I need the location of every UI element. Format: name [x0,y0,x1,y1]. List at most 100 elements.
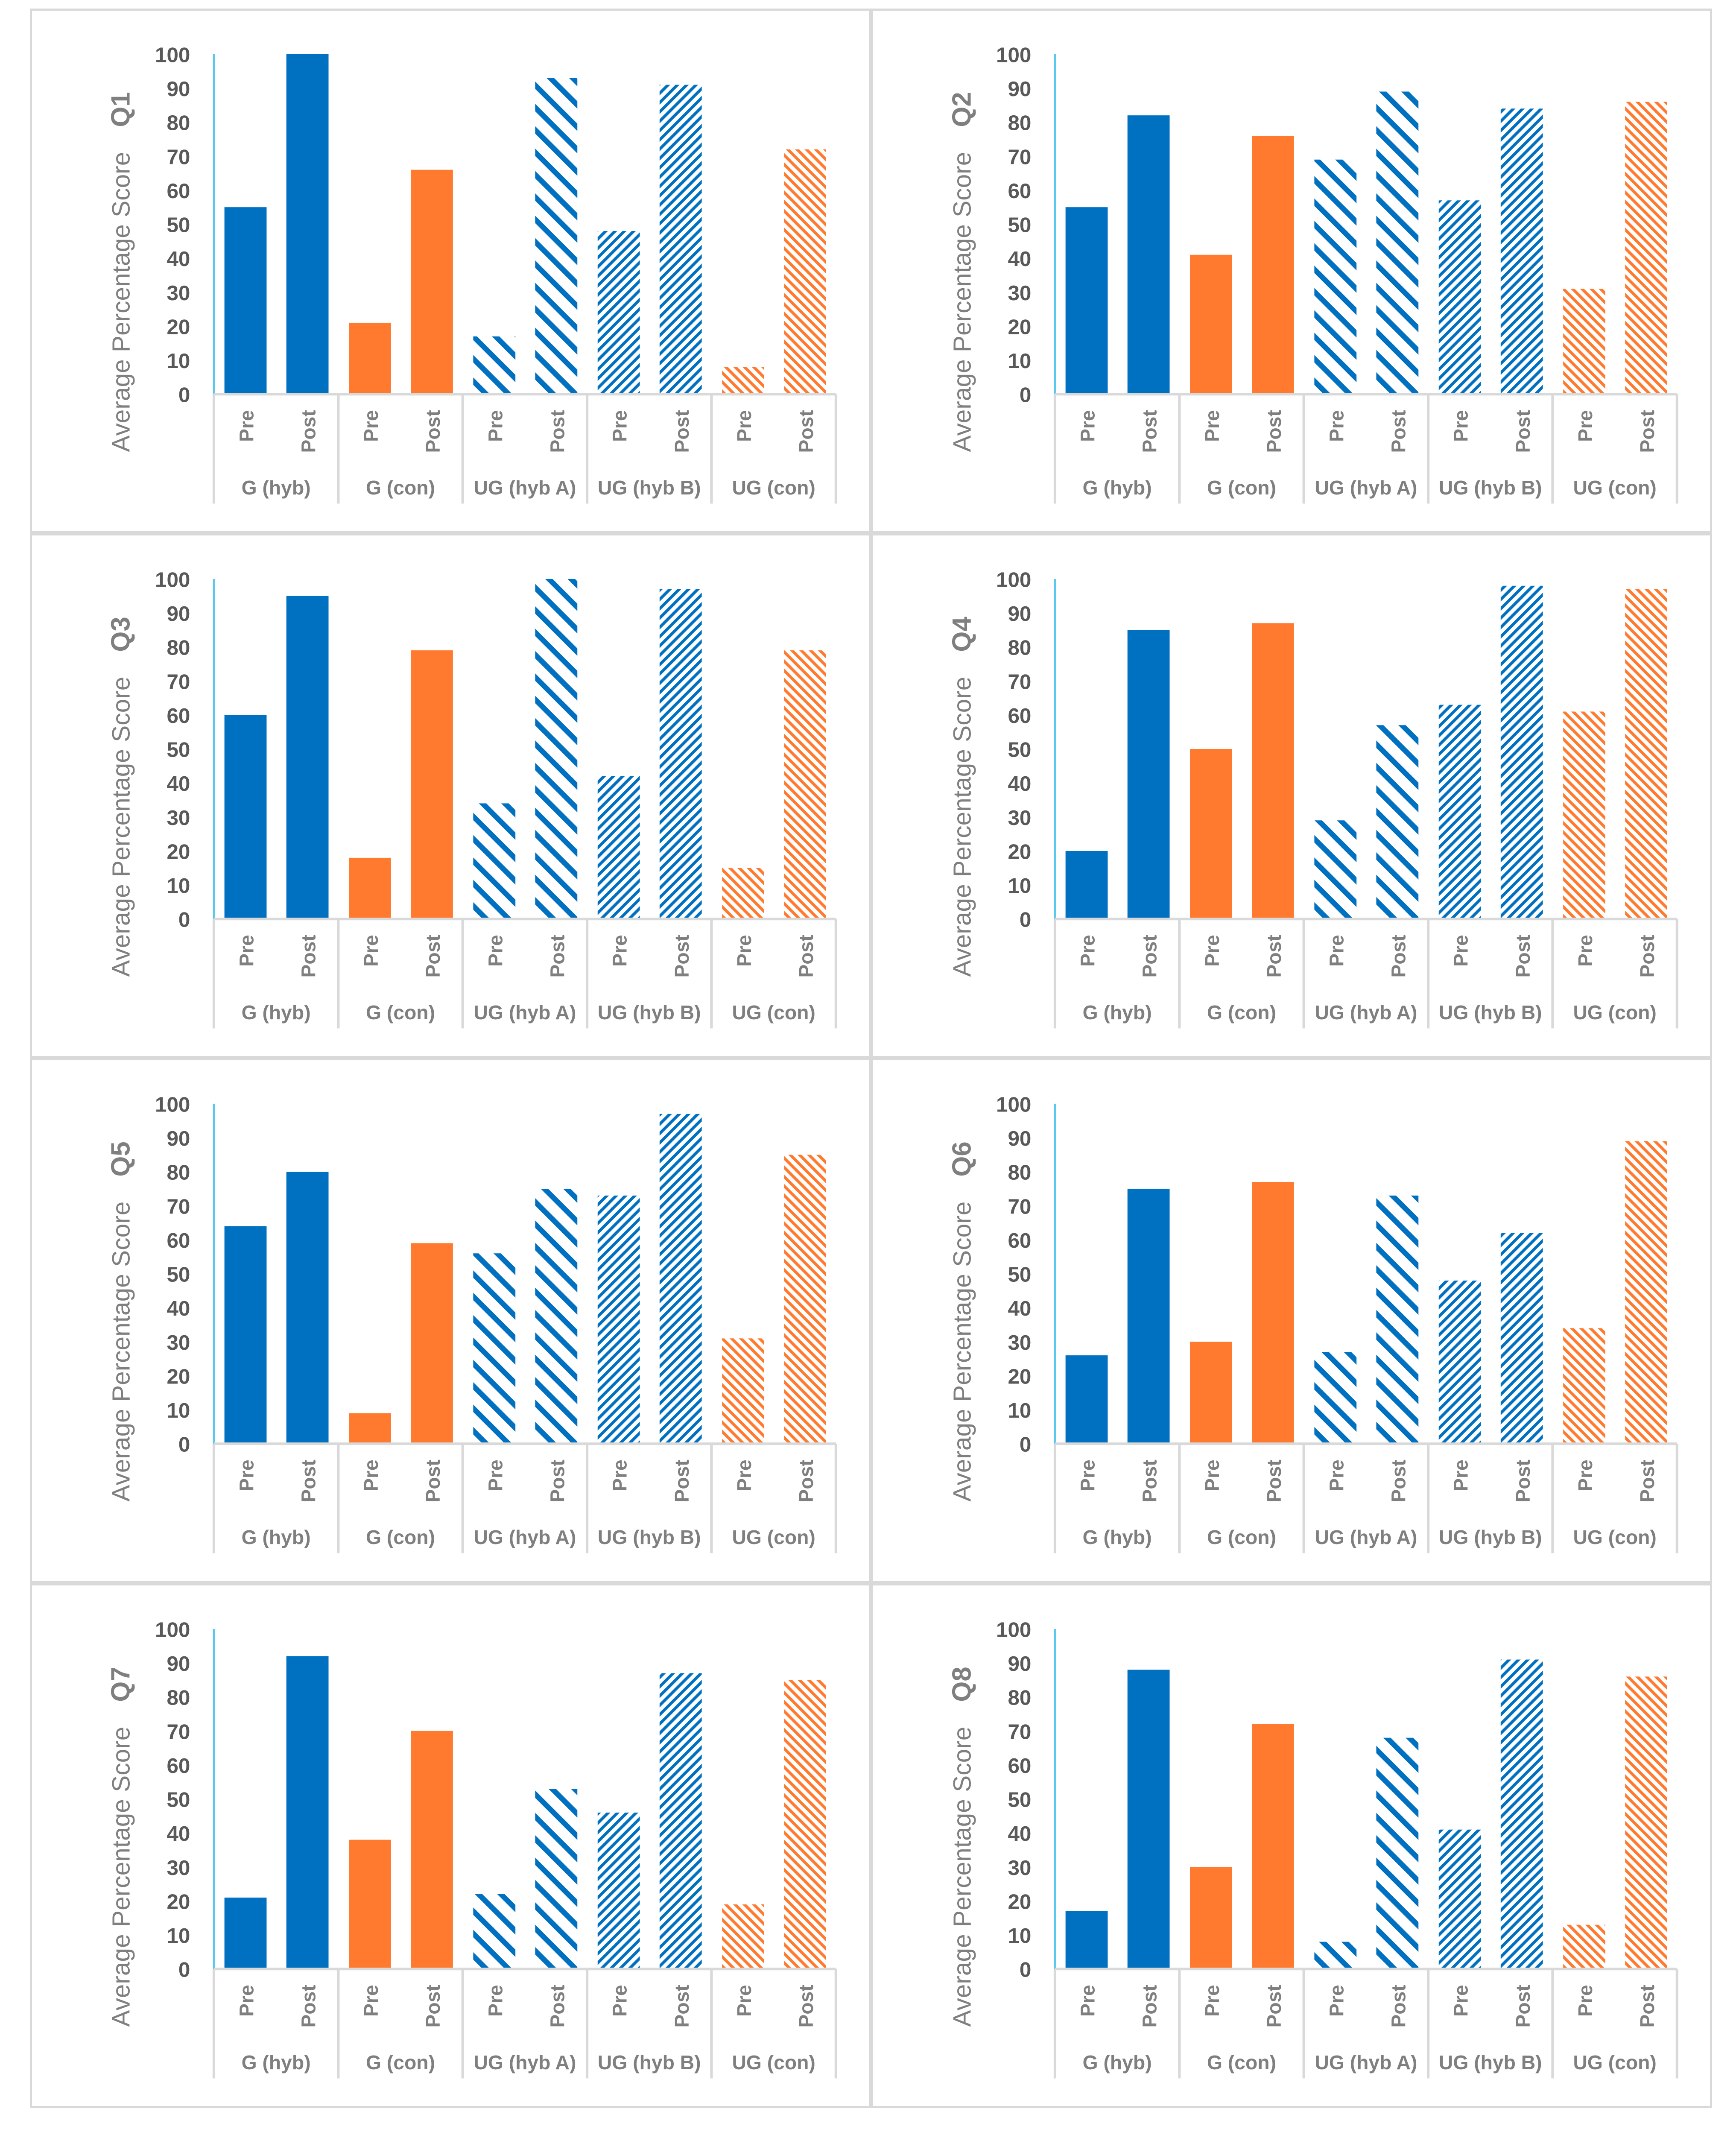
y-tick-label: 0 [1020,1958,1031,1981]
y-tick-label: 100 [996,43,1031,67]
x-category-label: Post [671,935,693,977]
y-tick-label: 10 [1008,349,1031,373]
x-category-label: Post [1636,1985,1658,2027]
bar-ug-hyb-a-pre [473,803,516,919]
x-category-label: Pre [1201,410,1223,442]
x-category-label: Pre [360,1985,382,2017]
y-tick-label: 70 [167,670,190,693]
bar-g-hyb-post [1127,1189,1170,1444]
x-category-label: Post [1263,935,1285,977]
chart-panel-q8: 0 10 20 30 40 50 60 70 80 90 100 Average Percentage… [871,1583,1712,2108]
y-tick-label: 20 [1008,315,1031,339]
y-tick-label: 70 [167,1720,190,1743]
y-tick-label: 0 [1020,908,1031,932]
x-category-label: Pre [609,410,631,442]
x-category-label: Pre [733,1460,755,1492]
x-category-label: Pre [360,935,382,967]
y-tick-label: 30 [1008,1856,1031,1879]
x-category-label: Pre [1574,935,1596,967]
y-tick-label: 40 [167,1297,190,1321]
bar-ug-hyb-b-post [659,85,702,395]
bar-g-hyb-post [1127,630,1170,919]
bar-chart: 0 10 20 30 40 50 60 70 80 90 100 Average Percentage… [106,568,837,1029]
y-tick-label: 30 [167,806,190,830]
bar-g-hyb-pre [1065,1911,1108,1969]
x-group-label: G (hyb) [242,477,311,499]
y-tick-label: 50 [1008,738,1031,762]
y-tick-label: 40 [167,772,190,796]
chart-title: Q4 [947,617,976,652]
bar-g-hyb-pre [1065,851,1108,919]
x-group-label: UG (hyb B) [1439,2051,1542,2073]
x-group-label: G (con) [1207,477,1276,499]
x-category-label: Pre [733,410,755,442]
chart-title: Q2 [947,92,976,127]
x-group-label: G (con) [1207,1001,1276,1024]
chart-panel-q1: 0 10 20 30 40 50 60 70 80 90 100 Average Percentage… [30,9,871,534]
bar-g-hyb-post [1127,115,1170,395]
y-tick-label: 40 [1008,772,1031,796]
x-category-label: Pre [1574,1985,1596,2017]
y-axis-title: Average Percentage Score [948,1726,976,2027]
x-group-label: G (hyb) [1083,1001,1152,1024]
bar-ug-hyb-a-pre [473,1894,516,1969]
y-tick-label: 90 [1008,1652,1031,1676]
bar-g-con-pre [349,1413,391,1444]
y-tick-label: 60 [1008,704,1031,728]
x-category-label: Post [422,1985,444,2027]
x-category-label: Post [1512,935,1534,977]
bar-g-hyb-pre [1065,207,1108,395]
bar-ug-con-pre [722,1338,764,1444]
bar-ug-hyb-a-post [535,1788,578,1969]
bar-ug-hyb-b-pre [1438,200,1481,395]
x-category-label: Pre [236,1985,258,2017]
y-tick-label: 70 [1008,1720,1031,1743]
bar-ug-hyb-a-post [1376,725,1419,919]
y-tick-label: 30 [167,1856,190,1879]
y-tick-label: 60 [1008,1754,1031,1778]
x-group-label: G (hyb) [242,1526,311,1548]
y-tick-label: 0 [1020,1433,1031,1456]
bar-ug-hyb-b-post [659,1114,702,1444]
x-category-label: Post [1387,410,1409,453]
chart-panel-q6: 0 10 20 30 40 50 60 70 80 90 100 Average Percentage… [871,1058,1712,1583]
bar-ug-con-pre [1563,1328,1605,1444]
x-category-label: Pre [236,1460,258,1492]
bar-ug-con-pre [1563,711,1605,919]
bar-ug-hyb-a-pre [473,336,516,395]
y-tick-label: 70 [167,1195,190,1219]
x-group-label: UG (con) [1573,1001,1656,1024]
y-axis-title: Average Percentage Score [107,1726,135,2027]
bar-ug-hyb-a-pre [1314,1942,1357,1969]
x-group-label: G (con) [1207,1526,1276,1548]
y-axis-title: Average Percentage Score [948,1202,976,1502]
x-category-label: Post [795,935,817,977]
y-tick-label: 50 [1008,214,1031,237]
y-tick-label: 30 [1008,1331,1031,1354]
bar-g-con-post [1252,623,1294,919]
bar-chart: 0 10 20 30 40 50 60 70 80 90 100 Average Percentage… [106,1618,837,2078]
x-category-label: Pre [484,935,506,967]
chart-title: Q5 [106,1142,135,1177]
bar-g-con-pre [1190,1342,1232,1444]
x-category-label: Pre [1325,1985,1347,2017]
y-tick-label: 20 [167,315,190,339]
x-group-label: G (hyb) [1083,2051,1152,2073]
x-category-label: Pre [609,935,631,967]
bar-g-hyb-pre [224,1897,267,1969]
bar-ug-hyb-b-pre [597,1196,640,1444]
bar-chart: 0 10 20 30 40 50 60 70 80 90 100 Average Percentage… [106,43,837,504]
y-tick-label: 90 [1008,602,1031,626]
y-tick-label: 100 [155,1618,190,1641]
y-tick-label: 0 [178,383,190,407]
y-tick-label: 50 [167,214,190,237]
x-group-label: UG (hyb B) [598,1001,701,1024]
x-category-label: Post [1263,410,1285,453]
x-category-label: Pre [360,410,382,442]
bar-ug-hyb-b-post [1500,108,1543,395]
y-tick-label: 0 [1020,383,1031,407]
y-tick-label: 80 [167,1686,190,1709]
y-tick-label: 40 [1008,1297,1031,1321]
bar-g-hyb-pre [224,207,267,395]
y-tick-label: 30 [167,281,190,305]
